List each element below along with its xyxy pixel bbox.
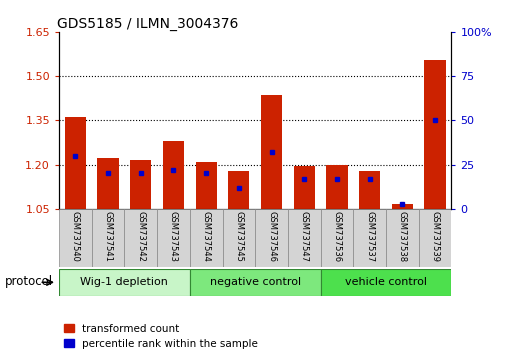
Text: GSM737538: GSM737538 [398,211,407,262]
Bar [261,95,282,209]
Bar [353,209,386,267]
Text: GSM737539: GSM737539 [430,211,440,262]
Text: GSM737546: GSM737546 [267,211,276,262]
Bar [228,171,249,209]
Legend: transformed count, percentile rank within the sample: transformed count, percentile rank withi… [64,324,258,349]
Bar [288,209,321,267]
Text: GSM737544: GSM737544 [202,211,211,262]
Bar [130,160,151,209]
Bar [293,166,315,209]
Bar [124,209,157,267]
Text: GSM737543: GSM737543 [169,211,178,262]
Bar [255,209,288,267]
Bar [195,162,217,209]
Bar [65,117,86,209]
Text: GSM737545: GSM737545 [234,211,243,262]
Bar [321,209,353,267]
Bar [392,205,413,209]
Text: GSM737537: GSM737537 [365,211,374,262]
Text: negative control: negative control [210,277,301,287]
Bar [59,209,92,267]
Text: GSM737541: GSM737541 [104,211,112,262]
Bar [157,209,190,267]
Bar [386,209,419,267]
Text: GSM737540: GSM737540 [71,211,80,262]
Bar [59,269,190,296]
Text: vehicle control: vehicle control [345,277,427,287]
Bar [190,269,321,296]
Text: protocol: protocol [5,275,53,288]
Bar [359,171,380,209]
Text: Wig-1 depletion: Wig-1 depletion [81,277,168,287]
Text: GSM737536: GSM737536 [332,211,342,262]
Bar [424,60,446,209]
Bar [163,141,184,209]
Bar [92,209,125,267]
Text: GSM737542: GSM737542 [136,211,145,262]
Bar [97,158,119,209]
Bar [223,209,255,267]
Bar [321,269,451,296]
Text: GDS5185 / ILMN_3004376: GDS5185 / ILMN_3004376 [57,17,239,31]
Bar [326,166,348,209]
Bar [419,209,451,267]
Bar [190,209,223,267]
Text: GSM737547: GSM737547 [300,211,309,262]
